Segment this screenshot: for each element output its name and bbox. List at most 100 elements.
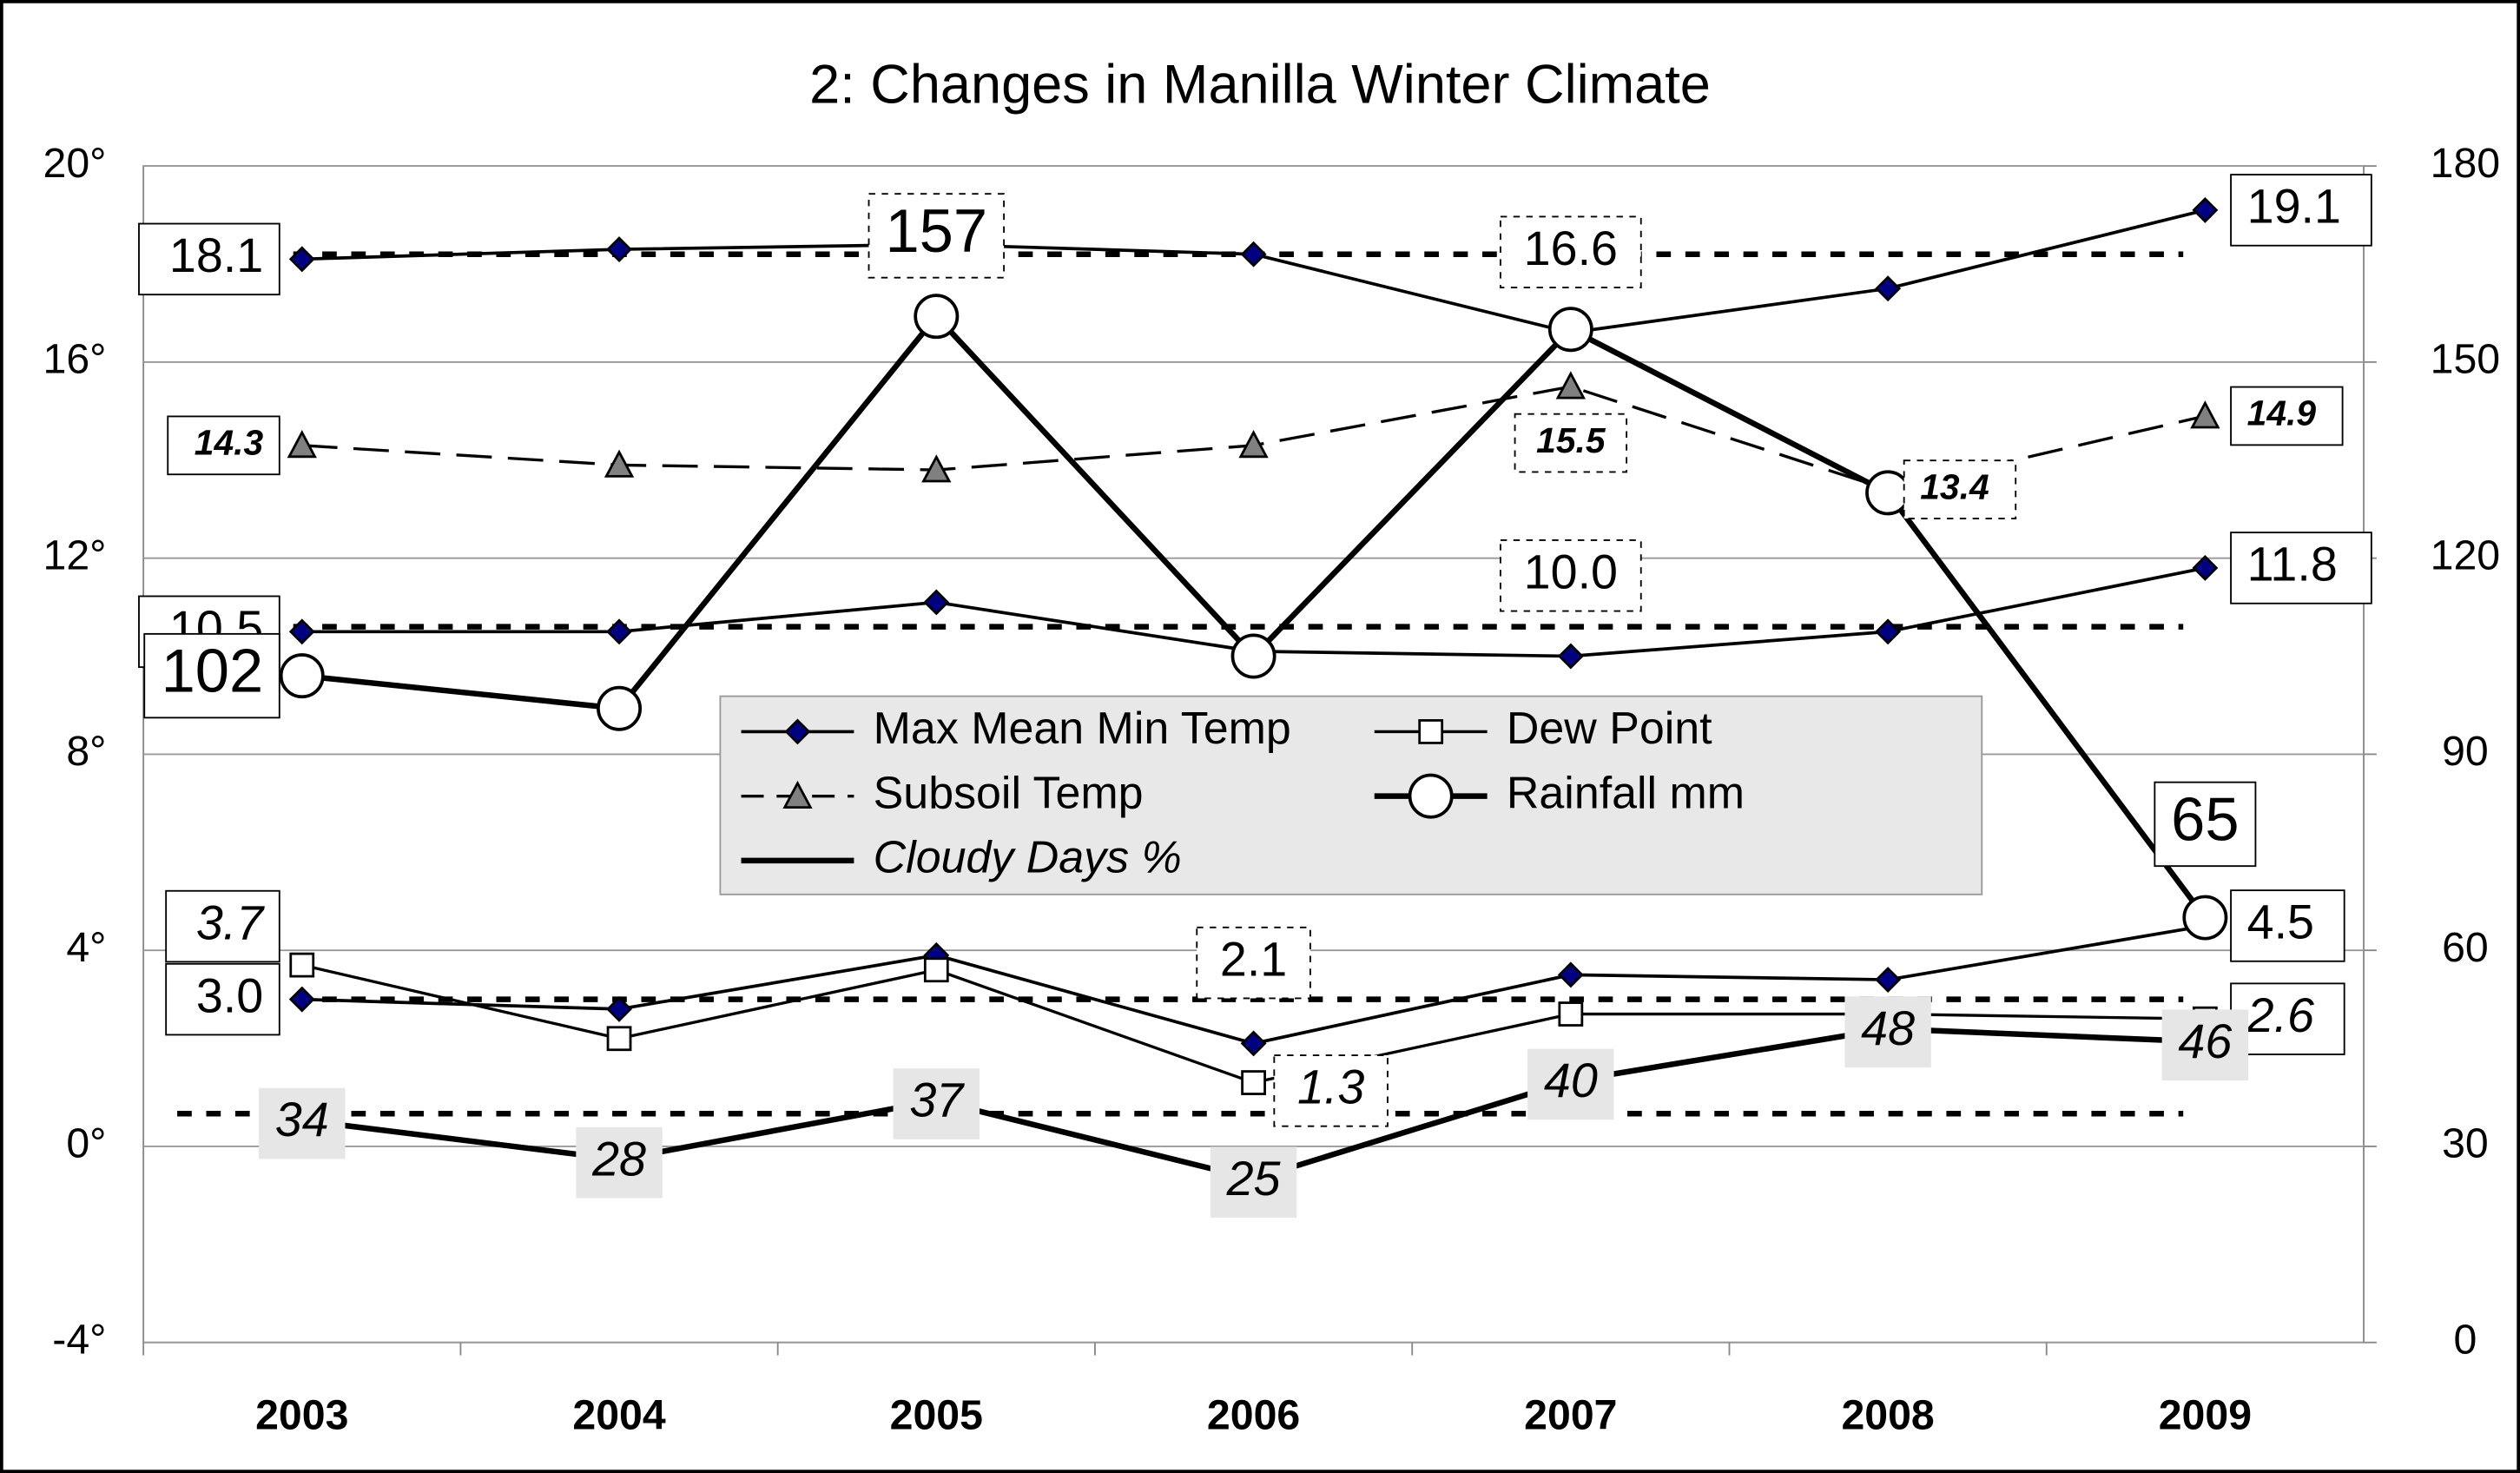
data-label: 40	[1544, 1054, 1598, 1107]
diamond-marker	[2192, 196, 2219, 223]
label-box	[1903, 459, 2017, 519]
y2-tick-label: 30	[2442, 1120, 2489, 1167]
y2-tick-label: 60	[2442, 924, 2489, 971]
diamond-marker	[2192, 554, 2219, 581]
data-label: 1.3	[1297, 1060, 1364, 1114]
label-box	[259, 1087, 346, 1159]
x-tick-label: 2007	[1524, 1392, 1617, 1439]
diamond-marker	[606, 236, 632, 263]
diamond-marker	[1875, 275, 1902, 302]
legend-label: Cloudy Days %	[874, 833, 1182, 883]
square-marker	[923, 957, 949, 983]
legend-label: Max Mean Min Temp	[874, 703, 1291, 754]
y-tick-label: 12°	[43, 532, 107, 578]
data-label: 3.0	[196, 968, 263, 1022]
label-box	[1844, 996, 1931, 1068]
label-box	[2230, 174, 2372, 247]
circle-marker	[1547, 307, 1593, 353]
label-box	[1527, 1048, 1614, 1120]
y-tick-label: 20°	[43, 140, 107, 187]
circle-marker	[914, 294, 960, 340]
label-box	[2230, 532, 2372, 604]
label-box	[1273, 1054, 1389, 1127]
y-tick-label: 8°	[66, 728, 106, 775]
label-box	[165, 889, 280, 963]
circle-marker	[1230, 633, 1276, 679]
circle-marker	[279, 653, 325, 699]
y2-tick-label: 0	[2453, 1316, 2477, 1363]
chart-title: 2: Changes in Manilla Winter Climate	[809, 55, 1711, 116]
label-box	[2161, 1009, 2249, 1081]
data-label: 4.5	[2247, 895, 2314, 949]
data-label: 14.3	[195, 423, 264, 463]
x-tick-label: 2008	[1841, 1392, 1934, 1439]
label-box	[2230, 386, 2344, 446]
data-label: 11.8	[2247, 538, 2338, 591]
y-tick-label: 4°	[66, 924, 106, 971]
label-box	[893, 1068, 980, 1139]
legend-label: Dew Point	[1507, 703, 1712, 754]
square-marker	[1418, 719, 1444, 744]
data-label: 3.7	[196, 895, 265, 949]
diamond-marker	[923, 589, 950, 616]
diamond-marker	[1875, 618, 1902, 645]
y-tick-label: 16°	[43, 336, 107, 383]
data-label: 15.5	[1536, 420, 1606, 460]
diamond-marker	[1557, 961, 1584, 988]
y2-tick-label: 150	[2431, 336, 2500, 383]
x-tick-label: 2005	[890, 1392, 983, 1439]
label-box	[167, 415, 280, 476]
diamond-marker	[288, 986, 315, 1013]
diamond-marker	[606, 995, 632, 1022]
triangle-marker	[1555, 371, 1587, 400]
data-label: 2.1	[1220, 932, 1287, 986]
diamond-marker	[784, 718, 811, 745]
label-box	[2230, 889, 2345, 962]
diamond-marker	[1875, 967, 1902, 993]
data-label: 48	[1861, 1001, 1915, 1055]
data-label: 19.1	[2247, 180, 2341, 234]
circle-marker	[1865, 470, 1911, 516]
legend-label: Subsoil Temp	[874, 768, 1144, 818]
triangle-marker	[604, 449, 635, 478]
data-label: 102	[162, 637, 264, 705]
triangle-marker	[287, 430, 317, 459]
data-label: 28	[591, 1132, 646, 1186]
x-tick-label: 2006	[1207, 1392, 1300, 1439]
square-marker	[606, 1026, 632, 1052]
diamond-marker	[1557, 643, 1584, 670]
label-box	[867, 193, 1006, 279]
label-box	[1514, 413, 1628, 473]
diamond-marker	[1240, 241, 1267, 268]
x-tick-label: 2004	[572, 1392, 665, 1439]
data-label: 18.1	[169, 228, 263, 282]
circle-marker	[2182, 895, 2228, 941]
data-label: 65	[2171, 785, 2239, 854]
diamond-marker	[606, 618, 632, 645]
diamond-marker	[288, 618, 315, 645]
square-marker	[1558, 1001, 1584, 1027]
triangle-marker	[2190, 400, 2220, 429]
data-label: 13.4	[1920, 466, 1989, 506]
data-label: 16.6	[1524, 221, 1618, 275]
diamond-marker	[1240, 1030, 1267, 1057]
data-label: 34	[275, 1093, 329, 1146]
y2-tick-label: 180	[2431, 140, 2500, 187]
label-box	[2154, 781, 2257, 868]
x-tick-label: 2003	[255, 1392, 348, 1439]
data-label: 2.6	[2246, 988, 2314, 1042]
data-label: 157	[885, 196, 987, 265]
circle-marker	[597, 685, 643, 731]
data-label: 25	[1226, 1152, 1282, 1205]
triangle-marker	[782, 780, 813, 809]
y2-tick-label: 90	[2442, 728, 2489, 775]
legend-label: Rainfall mm	[1507, 768, 1745, 818]
data-label: 10.0	[1524, 545, 1618, 598]
label-box	[165, 962, 280, 1036]
y2-tick-label: 120	[2431, 532, 2500, 578]
label-box	[1500, 215, 1642, 288]
label-box	[576, 1126, 663, 1199]
y-tick-label: -4°	[52, 1316, 106, 1363]
data-label: 14.9	[2247, 393, 2317, 433]
